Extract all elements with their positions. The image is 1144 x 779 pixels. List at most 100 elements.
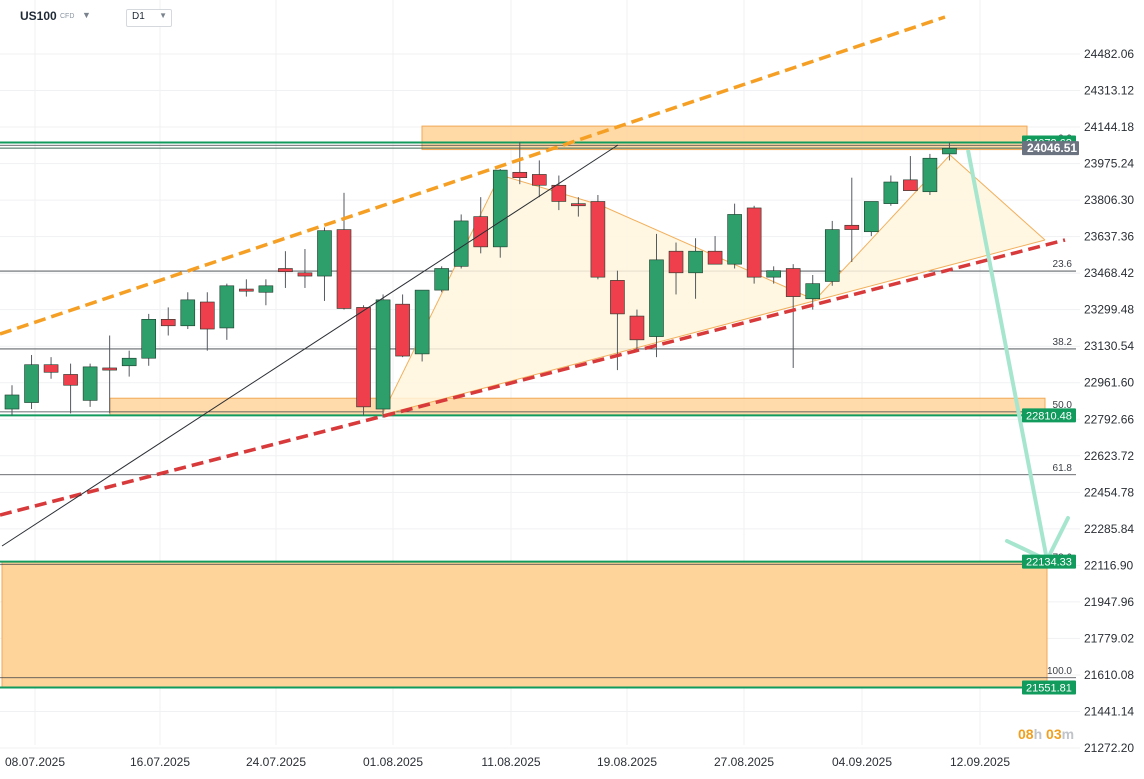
candle	[141, 313, 157, 366]
price-tag-box	[1022, 408, 1076, 423]
candle	[258, 279, 274, 306]
candle	[473, 197, 489, 254]
candle	[200, 292, 215, 351]
candle	[414, 289, 430, 362]
symbol-dropdown-chevron-icon[interactable]: ▼	[82, 10, 91, 20]
price-tag-box	[1022, 554, 1076, 569]
candle-body	[160, 319, 176, 327]
price-tag-text: 21551.81	[1026, 683, 1072, 695]
y-tick-label: 22454.78	[1084, 485, 1134, 499]
y-tick-label: 22623.72	[1084, 449, 1134, 463]
candle	[551, 175, 567, 211]
supply-demand-zones	[0, 125, 1048, 689]
lower-channel-line	[0, 238, 1066, 517]
candle	[824, 220, 840, 286]
y-tick-label: 23299.48	[1084, 303, 1134, 317]
fib-level-label: 23.6	[1053, 259, 1073, 270]
countdown-minutes: 03	[1046, 726, 1062, 742]
candle-body	[219, 285, 235, 329]
candle-body	[824, 229, 840, 282]
x-tick-label: 12.09.2025	[950, 755, 1010, 769]
candle	[707, 236, 723, 265]
y-tick-label: 23637.36	[1084, 230, 1134, 244]
timeframe-select[interactable]: D1 ▼	[126, 9, 172, 27]
y-tick-label: 21272.20	[1084, 741, 1134, 755]
y-tick-label: 21610.08	[1084, 668, 1134, 682]
x-tick-label: 04.09.2025	[832, 755, 892, 769]
pattern-drawing	[381, 154, 1046, 416]
y-tick-label: 22961.60	[1084, 376, 1134, 390]
candle-body	[532, 174, 547, 186]
pattern-area	[382, 155, 1045, 415]
candle	[395, 294, 410, 358]
candle	[434, 266, 449, 293]
pattern-baseline	[381, 239, 1046, 416]
x-tick-label: 24.07.2025	[246, 755, 306, 769]
y-tick-label: 23975.24	[1084, 157, 1134, 171]
candle-body	[102, 367, 117, 371]
candle-body	[414, 289, 430, 355]
candle	[4, 385, 20, 416]
candle-body	[141, 319, 157, 359]
candle-body	[278, 268, 293, 273]
candle-body	[551, 184, 567, 202]
candle-body	[903, 179, 918, 191]
candle-body	[805, 283, 821, 300]
candle-body	[239, 288, 254, 292]
candle	[922, 153, 938, 195]
countdown-hours: 08	[1018, 726, 1034, 742]
x-tick-label: 16.07.2025	[130, 755, 190, 769]
candle	[317, 227, 332, 301]
price-tag: 21551.81	[1022, 680, 1076, 695]
y-tick-label: 22792.66	[1084, 412, 1134, 426]
countdown-minutes-unit: m	[1061, 726, 1075, 742]
x-tick-label: 11.08.2025	[481, 755, 540, 769]
trend-line	[1, 144, 619, 547]
candle-body	[864, 201, 879, 233]
candle	[24, 354, 39, 410]
candle-body	[395, 303, 410, 357]
candle-body	[727, 214, 742, 265]
y-tick-label: 23806.30	[1084, 193, 1134, 207]
candle-body	[629, 315, 645, 341]
y-tick-label: 24313.12	[1084, 84, 1134, 98]
candle	[512, 142, 528, 185]
candle-body	[492, 169, 508, 248]
symbol-name[interactable]: US100	[20, 9, 57, 23]
y-tick-label: 23468.42	[1084, 266, 1134, 280]
candle-body	[766, 270, 781, 278]
candle-body	[180, 299, 196, 327]
candle	[903, 156, 918, 191]
candle-body	[883, 181, 899, 204]
candle	[375, 294, 391, 418]
candle	[864, 201, 879, 237]
candle	[43, 357, 59, 379]
projection-arrow-shaft	[966, 149, 1049, 561]
candle-body	[942, 147, 957, 155]
candle	[629, 309, 645, 351]
candle	[336, 192, 352, 310]
candle-body	[649, 259, 664, 337]
countdown-hours-unit: h	[1033, 726, 1043, 742]
y-tick-label: 22285.84	[1084, 522, 1134, 536]
candle	[571, 197, 586, 217]
candle-body	[844, 224, 860, 230]
candle	[297, 249, 313, 288]
candles	[4, 142, 957, 418]
candle	[160, 307, 176, 336]
candle	[356, 305, 371, 416]
candle-body	[785, 268, 801, 297]
resistance-zone	[421, 125, 1028, 151]
candle-body	[4, 394, 20, 410]
support-zone	[109, 397, 1046, 417]
candle	[532, 160, 547, 198]
candle-body	[453, 220, 469, 267]
candle	[844, 177, 860, 263]
candle	[102, 335, 117, 414]
axes: 24482.06 24313.12 24144.18 23975.24 23806.30…	[5, 47, 1134, 769]
candle-body	[434, 268, 449, 291]
candle-body	[707, 250, 723, 265]
candle	[942, 142, 957, 161]
candle	[610, 270, 625, 371]
